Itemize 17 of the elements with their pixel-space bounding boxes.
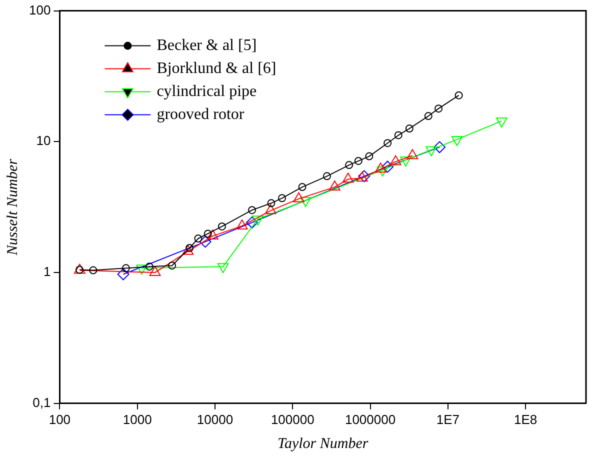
x-tick-label: 10000	[196, 412, 234, 427]
legend-label: cylindrical pipe	[156, 83, 257, 100]
legend-label: Becker & al [5]	[156, 37, 257, 54]
x-tick-label: 1E8	[514, 412, 538, 427]
y-tick-label: 10	[36, 133, 51, 148]
x-tick-label: 100	[48, 412, 71, 427]
x-tick-label: 100000	[270, 412, 314, 427]
x-tick-label: 1000	[122, 412, 152, 427]
y-tick-label: 100	[28, 2, 51, 18]
y-axis-title: Nusselt Number	[4, 158, 21, 256]
legend-label: grooved rotor	[156, 106, 245, 124]
y-tick-label: 0,1	[32, 394, 51, 410]
y-tick-label: 1	[43, 264, 51, 280]
legend-label: Bjorklund & al [6]	[156, 60, 276, 78]
x-tick-label: 1E7	[436, 412, 460, 427]
x-tick-label: 1000000	[344, 412, 396, 427]
x-axis-title: Taylor Number	[277, 436, 368, 452]
